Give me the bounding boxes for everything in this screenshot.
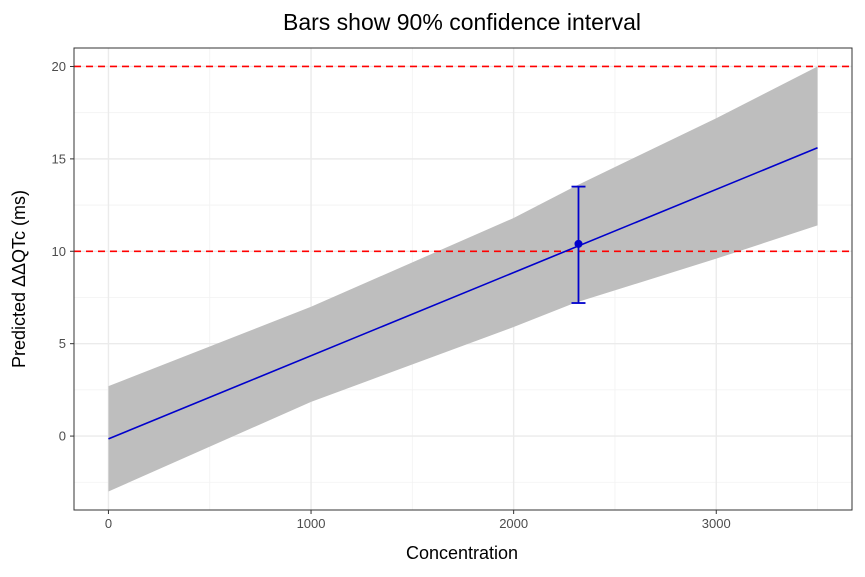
reference-lines — [74, 65, 852, 253]
point-estimate-marker — [574, 239, 583, 248]
x-tick-label: 0 — [105, 516, 112, 531]
axis-ticks: 0 1000 2000 3000 0 5 10 15 20 — [52, 59, 731, 531]
x-axis-title: Concentration — [406, 543, 518, 563]
x-tick-label: 3000 — [702, 516, 731, 531]
x-tick-label: 2000 — [499, 516, 528, 531]
y-axis-title: Predicted ΔΔQTc (ms) — [9, 190, 29, 368]
y-tick-label: 0 — [59, 429, 66, 444]
plot-panel-border — [73, 47, 853, 511]
point-estimate-layer — [571, 185, 586, 304]
confidence-band-layer — [108, 66, 818, 492]
chart-title: Bars show 90% confidence interval — [283, 9, 641, 35]
series-line — [108, 147, 818, 440]
x-tick-label: 1000 — [297, 516, 326, 531]
y-tick-label: 10 — [52, 244, 66, 259]
y-tick-label: 5 — [59, 336, 66, 351]
y-tick-label: 15 — [52, 151, 66, 166]
confidence-band — [108, 66, 818, 492]
series-layer — [108, 147, 818, 440]
y-tick-label: 20 — [52, 59, 66, 74]
